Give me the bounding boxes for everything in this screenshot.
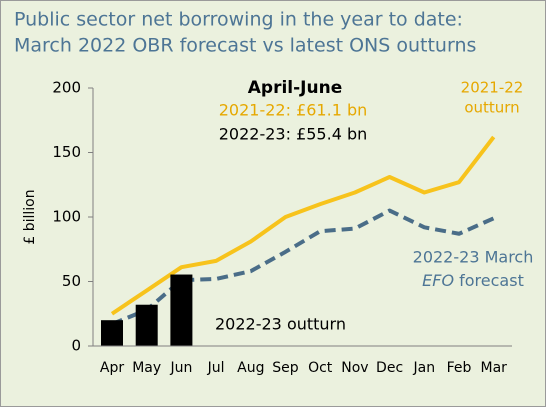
y-tick-label: 0: [71, 337, 81, 355]
x-tick-label: Jan: [413, 360, 436, 376]
y-tick-label: 100: [52, 208, 81, 226]
x-tick-label: Jun: [169, 360, 192, 376]
x-tick-label: Nov: [341, 360, 368, 376]
x-tick-label: Aug: [237, 360, 264, 376]
x-tick-label: Feb: [447, 360, 472, 376]
x-tick-label: Apr: [100, 360, 124, 376]
callout-line: 2022-23: £55.4 bn: [219, 125, 368, 144]
x-tick-label: Mar: [480, 360, 507, 376]
y-tick-label: 200: [52, 79, 81, 97]
bar: [135, 304, 158, 346]
y-axis-label: £ billion: [22, 189, 38, 244]
bar: [170, 274, 193, 346]
x-tick-label: Jul: [207, 360, 225, 376]
series-label: 2021-22: [461, 79, 524, 97]
callout-line: 2021-22: £61.1 bn: [219, 101, 368, 120]
chart-title: Public sector net borrowing in the year …: [14, 9, 463, 31]
line: [110, 135, 496, 316]
y-tick-label: 150: [52, 143, 81, 161]
chart-title: March 2022 OBR forecast vs latest ONS ou…: [14, 35, 476, 57]
series-label-part: EFO: [422, 271, 454, 290]
series-label: 2022-23 outturn: [215, 315, 346, 334]
callout-heading: April-June: [248, 78, 342, 98]
x-tick-label: May: [132, 360, 161, 376]
y-tick-label: 50: [62, 272, 81, 290]
series-label: EFO forecast: [422, 271, 524, 290]
x-tick-label: Sep: [272, 360, 299, 376]
series-label: 2022-23 March: [413, 248, 534, 267]
series-label: outturn: [464, 99, 519, 117]
x-tick-label: Dec: [376, 360, 403, 376]
series-label-part: forecast: [454, 271, 524, 290]
x-tick-label: Oct: [308, 360, 333, 376]
bar: [101, 320, 123, 346]
